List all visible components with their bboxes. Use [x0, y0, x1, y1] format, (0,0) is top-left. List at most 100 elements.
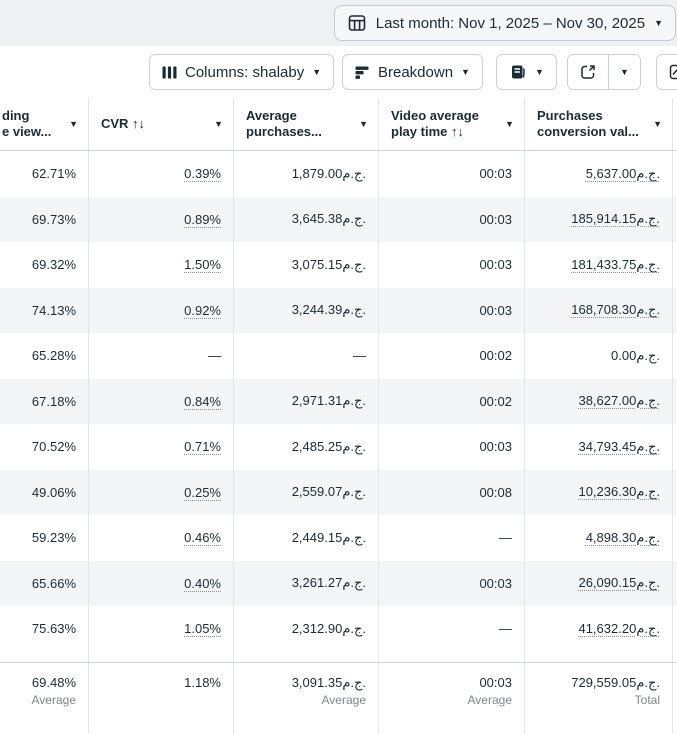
gap-cell — [524, 651, 672, 662]
cell-value: 00:02 — [479, 393, 512, 409]
table-cell-overflow — [672, 469, 677, 515]
date-range-bar: Last month: Nov 1, 2025 – Nov 30, 2025 ▼ — [0, 0, 677, 46]
cell-value: 2,559.07ج.م. — [291, 484, 366, 500]
table-cell-cvr: 0.92% — [88, 287, 233, 333]
cell-value[interactable]: 26,090.15ج.م. — [578, 575, 660, 591]
column-header-average-purchases[interactable]: Average purchases... ▼ — [233, 98, 378, 150]
sort-caret-icon[interactable]: ▼ — [69, 118, 78, 129]
table-cell-avg: 1,879.00ج.م. — [233, 151, 378, 197]
cell-value[interactable]: 41,632.20ج.م. — [578, 620, 660, 636]
cell-value: 00:03 — [479, 211, 512, 227]
column-header-overflow — [672, 98, 677, 150]
column-header-video-average-play-time[interactable]: Video average play time ↑↓ ▼ — [378, 98, 524, 150]
date-range-button[interactable]: Last month: Nov 1, 2025 – Nov 30, 2025 ▼ — [333, 5, 676, 41]
cell-value: — — [499, 621, 512, 637]
cell-value: 3,075.15ج.م. — [291, 256, 366, 272]
summary-value: 1.18% — [184, 674, 221, 690]
cell-value[interactable]: 0.25% — [184, 484, 221, 500]
export-button[interactable] — [568, 55, 608, 89]
table-cell-avg: 2,559.07ج.م. — [233, 469, 378, 515]
cell-value[interactable]: 4,898.30ج.م. — [585, 529, 660, 545]
cell-value[interactable]: 185,914.15ج.م. — [571, 211, 660, 227]
table-cell-avg: 3,075.15ج.م. — [233, 242, 378, 288]
table-cell-conv: 4,898.30ج.م. — [524, 515, 672, 561]
table-row: 62.71% 0.39% 1,879.00ج.م. 00:03 5,637.00ج.م. — [0, 151, 677, 197]
chevron-down-icon: ▼ — [654, 17, 663, 28]
summary-value: 729,559.05ج.م. — [571, 674, 660, 690]
cell-value: 2,312.90ج.م. — [291, 620, 366, 636]
table-cell-overflow — [672, 560, 677, 606]
cell-value[interactable]: 10,236.30ج.م. — [578, 484, 660, 500]
table-cell-time: 00:03 — [378, 287, 524, 333]
cell-value: 00:03 — [479, 439, 512, 455]
cell-value[interactable]: 0.46% — [184, 530, 221, 546]
charts-icon — [669, 63, 677, 81]
column-header-cvr[interactable]: CVR ↑↓ ▼ — [88, 98, 233, 150]
table-cell-overflow — [672, 606, 677, 652]
breakdown-button[interactable]: Breakdown ▼ — [342, 54, 483, 90]
summary-cell-cvr: 1.18% — [88, 662, 233, 734]
column-header-label: Video average play time ↑↓ — [391, 108, 479, 139]
column-header-landing-page-view[interactable]: ding e view... ▼ — [0, 98, 88, 150]
table-cell-time: 00:03 — [378, 424, 524, 470]
sort-caret-icon[interactable]: ▼ — [359, 118, 368, 129]
table-cell-conv: 168,708.30ج.م. — [524, 287, 672, 333]
cell-value: 1,879.00ج.م. — [291, 165, 366, 181]
table-cell-cvr: 0.84% — [88, 378, 233, 424]
chevron-down-icon: ▼ — [312, 66, 322, 77]
summary-value: 69.48% — [31, 674, 76, 690]
table-cell-cvr: — — [88, 333, 233, 379]
cell-value[interactable]: 0.39% — [184, 166, 221, 182]
table-gap-row — [0, 651, 677, 662]
cell-value[interactable]: 0.71% — [184, 439, 221, 455]
cell-value[interactable]: 0.84% — [184, 393, 221, 409]
cell-value: 49.06% — [31, 484, 76, 500]
column-header-label: ding e view... — [2, 108, 52, 139]
table-row: 65.28% — — 00:02 0.00ج.م. — [0, 333, 677, 379]
sort-caret-icon[interactable]: ▼ — [653, 118, 662, 129]
table-row: 59.23% 0.46% 2,449.15ج.م. — 4,898.30ج.م. — [0, 515, 677, 561]
cell-value[interactable]: 38,627.00ج.م. — [578, 393, 660, 409]
cell-value: 2,485.25ج.م. — [291, 438, 366, 454]
table-cell-lpv: 62.71% — [0, 151, 88, 197]
summary-value: 3,091.35ج.م. — [291, 674, 366, 690]
table-cell-avg: 3,645.38ج.م. — [233, 196, 378, 242]
table-cell-conv: 181,433.75ج.م. — [524, 242, 672, 288]
table-cell-lpv: 67.18% — [0, 379, 88, 425]
cell-value[interactable]: 1.05% — [184, 621, 221, 637]
table-cell-time: 00:02 — [378, 378, 524, 424]
sort-caret-icon[interactable]: ▼ — [214, 118, 223, 129]
column-header-purchases-conversion-value[interactable]: Purchases conversion val... ▼ — [524, 98, 672, 150]
date-range-label: Last month: Nov 1, 2025 – Nov 30, 2025 — [375, 14, 646, 32]
column-header-label: CVR ↑↓ — [101, 116, 146, 131]
column-header-label: Purchases conversion val... — [537, 108, 639, 139]
table-body: 62.71% 0.39% 1,879.00ج.م. 00:03 5,637.00ج.م.… — [0, 151, 677, 652]
summary-label: Average — [31, 692, 76, 707]
cell-value[interactable]: 0.40% — [184, 575, 221, 591]
table-cell-cvr: 0.39% — [88, 151, 233, 197]
table-row: 70.52% 0.71% 2,485.25ج.م. 00:03 34,793.45ج.م… — [0, 424, 677, 470]
cell-value[interactable]: 1.50% — [184, 257, 221, 273]
columns-button[interactable]: Columns: shalaby ▼ — [149, 54, 335, 90]
calendar-table-icon — [347, 13, 367, 33]
sort-caret-icon[interactable]: ▼ — [505, 118, 514, 129]
cell-value: 00:03 — [479, 257, 512, 273]
reports-icon — [509, 63, 527, 81]
export-options-caret-button[interactable]: ▼ — [609, 55, 640, 89]
cell-value[interactable]: 5,637.00ج.م. — [585, 165, 660, 181]
table-cell-overflow — [672, 287, 677, 333]
cell-value: 59.23% — [31, 530, 76, 546]
reports-button[interactable]: ▼ — [496, 54, 557, 90]
cell-value[interactable]: 0.89% — [184, 211, 221, 227]
table-cell-cvr: 1.05% — [88, 606, 233, 652]
cell-value[interactable]: 168,708.30ج.م. — [571, 302, 660, 318]
charts-button[interactable] — [656, 54, 677, 90]
table-cell-overflow — [672, 424, 677, 470]
cell-value[interactable]: 0.92% — [184, 302, 221, 318]
cell-value[interactable]: 181,433.75ج.م. — [571, 256, 660, 272]
table-cell-conv: 26,090.15ج.م. — [524, 560, 672, 606]
cell-value[interactable]: 34,793.45ج.م. — [578, 438, 660, 454]
summary-cell-purchases-conversion-value: 729,559.05ج.م. Total — [524, 662, 672, 734]
cell-value: 65.66% — [31, 575, 76, 591]
